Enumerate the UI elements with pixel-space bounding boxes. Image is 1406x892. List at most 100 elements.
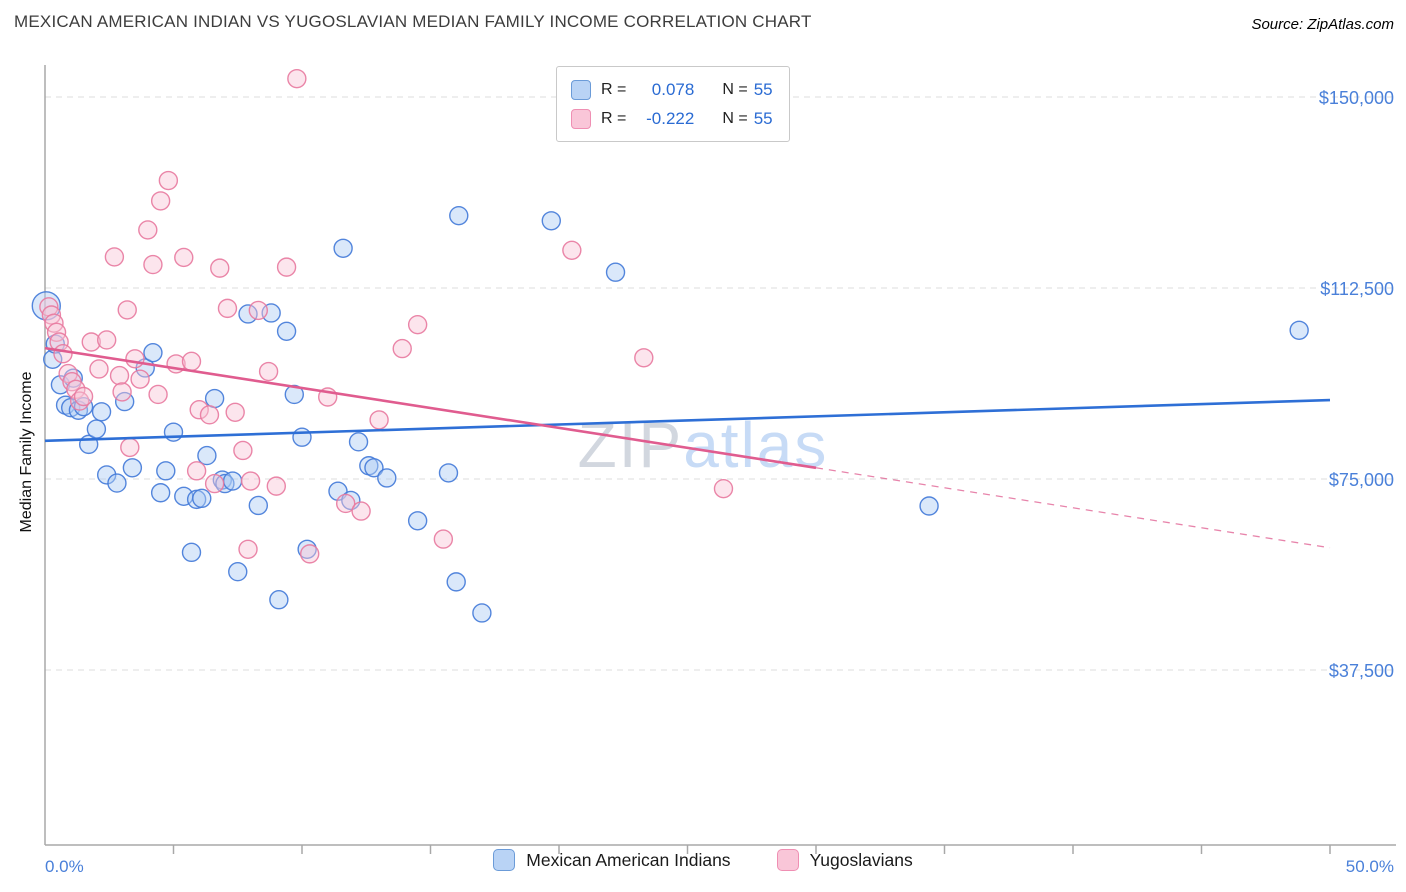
r-label: R = <box>601 80 627 98</box>
scatter-point-pink <box>53 344 73 364</box>
scatter-point-pink <box>104 247 125 267</box>
scatter-point-pink <box>204 473 225 494</box>
scatter-point-pink <box>248 300 269 321</box>
scatter-point-pink <box>150 191 171 211</box>
legend-item-mexican-american-indians: Mexican American Indians <box>493 849 731 871</box>
scatter-point-blue <box>228 561 248 582</box>
y-tick-label: $112,500 <box>1320 279 1394 299</box>
scatter-point-blue <box>438 463 459 483</box>
scatter-point-pink <box>181 351 202 372</box>
scatter-point-blue <box>197 445 217 466</box>
scatter-point-blue <box>91 402 112 422</box>
scatter-point-blue <box>377 468 397 488</box>
scatter-point-blue <box>269 590 289 610</box>
scatter-point-blue <box>222 471 243 491</box>
scatter-point-blue <box>204 388 225 409</box>
scatter-point-blue <box>364 458 384 478</box>
scatter-point-pink <box>199 405 220 425</box>
scatter-point-pink <box>117 300 137 320</box>
y-axis-title: Median Family Income <box>18 371 35 533</box>
scatter-point-blue <box>407 511 428 531</box>
scatter-point-blue <box>143 342 163 363</box>
scatter-point-pink <box>369 410 389 430</box>
legend-row-mexican-american-indians: R = 0.078 N = 55 <box>571 75 773 104</box>
scatter-point-pink <box>276 257 297 277</box>
trend-line-blue <box>44 398 1331 443</box>
scatter-point-blue <box>446 572 466 592</box>
legend-item-yugoslavians: Yugoslavians <box>776 849 913 871</box>
scatter-point-pink <box>217 298 238 319</box>
scatter-point-pink <box>287 68 307 89</box>
n-label: N = <box>722 109 748 127</box>
scatter-point-blue <box>96 465 117 485</box>
scatter-point-blue <box>284 384 304 405</box>
blue-series-swatch-icon <box>571 79 591 100</box>
scatter-point-blue <box>192 488 212 509</box>
scatter-point-pink <box>300 544 320 564</box>
y-tick-label: $75,000 <box>1329 470 1394 490</box>
legend-row-yugoslavians: R = -0.222 N = 55 <box>571 104 773 133</box>
scatter-point-pink <box>266 476 286 496</box>
chart-title: MEXICAN AMERICAN INDIAN VS YUGOSLAVIAN M… <box>14 12 812 31</box>
series-legend: Mexican American Indians Yugoslavians <box>0 849 1406 871</box>
r-value-blue: 0.078 <box>651 79 695 99</box>
r-label: R = <box>601 109 627 127</box>
scatter-point-pink <box>335 493 356 514</box>
scatter-point-blue <box>1289 320 1309 340</box>
scatter-point-pink <box>130 369 150 389</box>
scatter-point-pink <box>433 529 454 549</box>
scatter-point-pink <box>634 348 654 368</box>
scatter-point-blue <box>163 422 184 442</box>
scatter-point-pink <box>407 314 428 335</box>
scatter-point-pink <box>713 478 734 499</box>
trend-line-pink-dashed <box>815 467 1331 549</box>
scatter-point-blue <box>248 495 269 516</box>
correlation-legend: R = 0.078 N = 55 R = -0.222 N = 55 <box>556 66 790 142</box>
scatter-point-blue <box>472 603 492 623</box>
scatter-point-blue <box>276 321 297 341</box>
trend-line-pink <box>44 346 817 470</box>
scatter-point-pink <box>186 461 207 481</box>
scatter-point-blue <box>348 432 369 452</box>
scatter-point-blue <box>150 483 171 503</box>
scatter-point-pink <box>562 240 582 261</box>
scatter-point-blue <box>449 205 469 226</box>
n-value-blue: 55 <box>753 79 773 99</box>
x-max-label: 50.0% <box>1346 857 1394 876</box>
source-label: Source: ZipAtlas.com <box>1251 16 1394 33</box>
scatter-point-pink <box>238 539 258 559</box>
scatter-point-pink <box>240 471 261 491</box>
scatter-point-blue <box>181 542 202 563</box>
pink-series-swatch-icon <box>776 849 799 871</box>
scatter-point-pink <box>148 384 168 405</box>
scatter-point-blue <box>541 211 561 231</box>
scatter-point-pink <box>233 440 253 461</box>
scatter-point-blue <box>107 473 127 493</box>
scatter-point-pink <box>392 338 412 359</box>
r-value-pink: -0.222 <box>646 108 695 128</box>
n-value-pink: 55 <box>753 108 773 128</box>
x-min-label: 0.0% <box>45 857 84 876</box>
scatter-point-blue <box>156 461 176 481</box>
scatter-point-pink <box>158 170 179 191</box>
legend-label: Yugoslavians <box>809 849 913 870</box>
scatter-point-blue <box>333 238 353 258</box>
scatter-point-pink <box>138 220 158 240</box>
pink-series-swatch-icon <box>571 108 591 129</box>
scatter-point-pink <box>225 402 245 422</box>
scatter-point-pink <box>112 382 132 402</box>
scatter-point-pink <box>210 258 230 278</box>
scatter-point-blue <box>919 496 939 516</box>
scatter-point-blue <box>292 427 312 447</box>
scatter-point-blue <box>122 458 143 478</box>
scatter-point-blue <box>86 419 107 439</box>
y-tick-label: $37,500 <box>1329 661 1394 681</box>
scatter-point-blue <box>238 304 258 324</box>
n-label: N = <box>722 80 748 98</box>
blue-series-swatch-icon <box>493 849 516 871</box>
scatter-point-blue <box>605 262 626 282</box>
scatter-point-pink <box>351 501 371 521</box>
scatter-point-pink <box>125 349 145 369</box>
